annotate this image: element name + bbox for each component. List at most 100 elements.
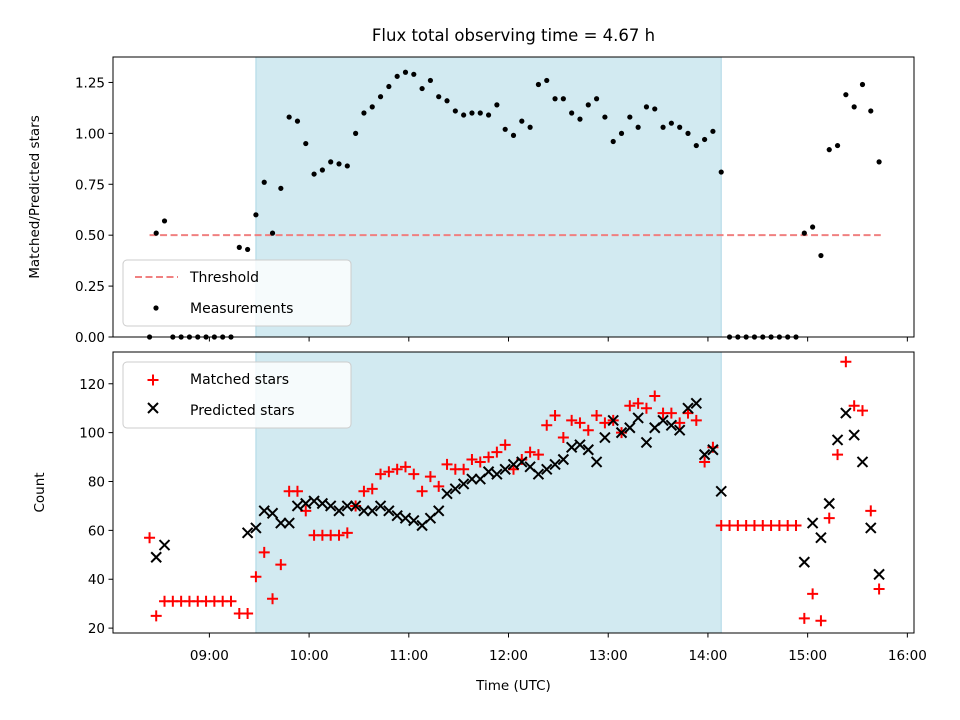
predicted-star-point (482, 466, 495, 478)
matched-star-point (499, 439, 511, 451)
measurement-point (344, 163, 350, 169)
y-tick-label: 80 (88, 475, 105, 491)
measurement-point (319, 167, 325, 173)
predicted-star-point (698, 448, 711, 461)
measurement-point (377, 94, 384, 100)
predicted-star-point (291, 500, 304, 512)
matched-star-point (549, 410, 561, 422)
predicted-star-point (433, 505, 445, 517)
predicted-star-point (565, 441, 578, 454)
measurement-point (336, 161, 342, 167)
x-axis-label: Time (UTC) (475, 678, 551, 694)
y-tick-label: 100 (79, 426, 105, 442)
measurement-point (818, 252, 824, 259)
y-axis-label: Matched/Predicted stars (27, 115, 43, 278)
predicted-star-point (715, 485, 727, 497)
bottom-panel: 20 40 60 80 100 120 09:00 10:00 11:00 12:00 13:00 1… (32, 351, 927, 694)
measurement-point (394, 73, 400, 79)
matched-star-point (865, 505, 877, 517)
measurement-point (677, 124, 683, 130)
matched-star-point (524, 446, 536, 458)
matched-star-point (873, 583, 885, 595)
measurement-point (801, 230, 807, 236)
measurement-point (718, 169, 724, 175)
predicted-star-point (466, 473, 478, 485)
matched-star-point (690, 414, 702, 426)
measurement-point (278, 185, 284, 191)
measurement-point (643, 104, 650, 110)
measurement-point (660, 124, 666, 130)
matched-star-point (815, 615, 827, 627)
matched-star-point (408, 468, 420, 480)
measurement-point (652, 106, 658, 112)
measurement-point (494, 102, 500, 108)
measurement-point (386, 83, 392, 90)
measurement-point (627, 114, 633, 120)
measurement-point (868, 108, 874, 114)
legend: Matched stars Predicted stars (122, 361, 352, 429)
x-tick-label: 16:00 (888, 648, 927, 664)
measurement-point (161, 218, 168, 224)
predicted-star-point (383, 505, 395, 517)
measurement-point (593, 96, 600, 102)
measurement-point (610, 138, 616, 145)
matched-star-point (225, 595, 237, 607)
measurement-point (577, 116, 583, 122)
matched-star-point (383, 466, 395, 478)
measurement-point (876, 159, 882, 165)
predicted-star-point (707, 444, 719, 456)
predicted-star-point (258, 505, 270, 517)
matched-star-point (242, 607, 254, 619)
matched-star-point (599, 417, 611, 429)
matched-star-point (483, 451, 495, 463)
matched-star-point (433, 480, 445, 492)
y-axis-label: Count (32, 472, 48, 512)
axes-frame (112, 56, 915, 338)
y-tick-label: 1.00 (75, 126, 105, 142)
matched-star-point (790, 519, 802, 531)
measurement-point (560, 96, 566, 102)
predicted-star-point (574, 439, 586, 451)
measurement-point (569, 110, 575, 116)
predicted-star-point (283, 517, 295, 529)
measurement-point (702, 136, 708, 143)
matched-star-point (416, 485, 428, 497)
matched-star-point (258, 546, 270, 558)
y-tick-label: 1.25 (75, 75, 105, 91)
matched-star-point (566, 414, 578, 426)
axes-frame (112, 351, 915, 634)
matched-star-point (366, 483, 378, 495)
matched-star-point (640, 402, 652, 414)
matched-star-point (699, 456, 711, 468)
top-panel: 0.00 0.25 0.50 0.75 1.00 1.25 Matched/Predicte… (27, 56, 915, 346)
predicted-star-point (391, 510, 403, 522)
measurement-point (851, 104, 857, 110)
predicted-star-point (457, 478, 470, 490)
measurement-point (311, 171, 317, 177)
matched-star-point (557, 432, 569, 444)
measurement-point (477, 110, 483, 116)
measurement-point (253, 212, 259, 218)
matched-star-point (624, 400, 636, 412)
y-tick-label: 0.00 (75, 330, 105, 346)
matched-star-point (458, 463, 470, 475)
matched-star-point (441, 458, 453, 470)
predicted-star-point (532, 468, 545, 480)
predicted-star-point (399, 512, 412, 524)
matched-star-point (150, 610, 162, 622)
y-tick-label: 40 (88, 572, 105, 588)
measurement-point (461, 112, 467, 118)
predicted-star-point (491, 468, 503, 480)
predicted-star-point (673, 424, 686, 436)
measurement-point (668, 120, 674, 126)
x-tick-label: 14:00 (688, 648, 727, 664)
y-tick-label: 120 (79, 377, 105, 393)
predicted-star-point (873, 568, 885, 581)
predicted-star-point (657, 414, 669, 427)
measurement-point (834, 142, 841, 149)
legend-label: Predicted stars (190, 403, 295, 419)
predicted-star-point (333, 505, 345, 517)
predicted-star-point (607, 414, 619, 427)
predicted-star-point (366, 505, 378, 517)
measurement-point (693, 142, 699, 149)
